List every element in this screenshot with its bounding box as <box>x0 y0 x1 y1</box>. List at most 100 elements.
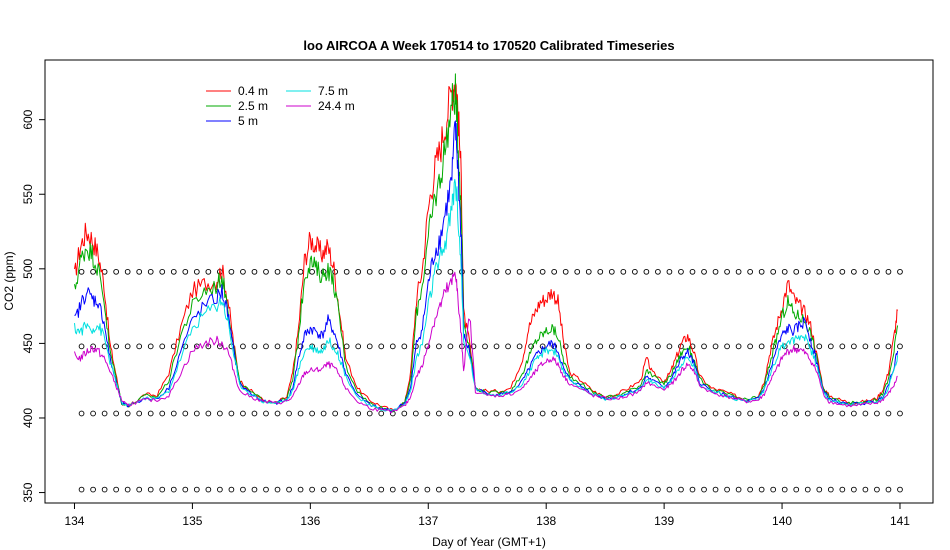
calibration-marker <box>343 410 350 417</box>
calibration-marker <box>551 410 558 417</box>
calibration-marker <box>286 486 292 493</box>
calibration-marker <box>170 486 177 493</box>
calibration-marker <box>735 410 742 417</box>
calibration-marker <box>343 486 350 493</box>
calibration-marker <box>539 486 546 493</box>
calibration-marker <box>355 410 362 417</box>
calibration-marker <box>781 268 788 275</box>
calibration-marker <box>701 343 707 350</box>
calibration-marker <box>436 343 442 350</box>
calibration-marker <box>562 268 569 275</box>
calibration-marker <box>562 410 569 417</box>
calibration-marker <box>493 486 500 493</box>
calibration-marker <box>78 343 85 350</box>
calibration-marker <box>482 343 488 350</box>
calibration-marker <box>539 268 546 275</box>
calibration-marker <box>689 268 696 275</box>
legend-label: 2.5 m <box>238 99 268 113</box>
series-line-0-4-m <box>74 83 899 411</box>
calibration-marker <box>159 486 166 493</box>
calibration-marker <box>712 343 719 350</box>
calibration-marker <box>136 410 143 417</box>
calibration-marker <box>516 343 523 350</box>
calibration-marker <box>655 268 661 275</box>
calibration-marker <box>816 268 823 275</box>
calibration-marker <box>516 486 523 493</box>
calibration-marker <box>724 343 730 350</box>
calibration-marker <box>816 486 823 493</box>
calibration-marker <box>505 268 511 275</box>
calibration-marker <box>205 486 212 493</box>
calibration-marker <box>124 410 131 417</box>
calibration-marker <box>170 410 177 417</box>
calibration-marker <box>366 343 373 350</box>
y-tick-label: 600 <box>21 109 35 129</box>
calibration-marker <box>90 486 96 493</box>
calibration-marker <box>724 268 730 275</box>
legend-label: 0.4 m <box>238 84 268 98</box>
calibration-marker <box>240 486 246 493</box>
calibration-marker <box>597 410 604 417</box>
legend-label: 5 m <box>238 114 258 128</box>
calibration-marker <box>781 486 788 493</box>
calibration-marker <box>286 268 292 275</box>
calibration-marker <box>758 486 765 493</box>
calibration-marker <box>724 486 730 493</box>
calibration-marker <box>286 410 292 417</box>
calibration-marker <box>101 343 108 350</box>
calibration-marker <box>193 410 200 417</box>
calibration-marker <box>147 268 154 275</box>
calibration-marker <box>90 410 96 417</box>
calibration-marker <box>470 410 477 417</box>
calibration-marker <box>424 486 431 493</box>
calibration-marker <box>240 268 246 275</box>
calibration-marker <box>758 410 765 417</box>
calibration-marker <box>424 410 431 417</box>
calibration-marker <box>147 343 154 350</box>
calibration-marker <box>113 268 119 275</box>
calibration-marker <box>516 268 523 275</box>
calibration-marker <box>205 268 212 275</box>
calibration-marker <box>666 343 673 350</box>
calibration-marker <box>539 343 546 350</box>
calibration-marker <box>585 268 592 275</box>
calibration-marker <box>470 486 477 493</box>
calibration-marker <box>90 268 96 275</box>
series-line-24-4-m <box>74 271 898 414</box>
calibration-marker <box>228 410 235 417</box>
x-tick-label: 138 <box>536 514 556 528</box>
calibration-marker <box>678 268 684 275</box>
calibration-marker <box>632 268 638 275</box>
calibration-marker <box>885 343 892 350</box>
calibration-marker <box>101 410 108 417</box>
calibration-marker <box>447 343 454 350</box>
calibration-marker <box>332 410 339 417</box>
calibration-marker <box>263 268 269 275</box>
calibration-marker <box>689 486 696 493</box>
calibration-marker <box>320 486 327 493</box>
calibration-marker <box>632 486 638 493</box>
calibration-marker <box>689 410 696 417</box>
calibration-marker <box>747 486 753 493</box>
calibration-marker <box>608 268 615 275</box>
calibration-marker <box>355 343 362 350</box>
calibration-marker <box>897 268 903 275</box>
calibration-marker <box>735 343 742 350</box>
calibration-marker <box>436 486 442 493</box>
calibration-marker <box>78 486 85 493</box>
calibration-marker <box>793 486 800 493</box>
calibration-marker <box>839 410 846 417</box>
calibration-marker <box>389 486 396 493</box>
calibration-marker <box>378 343 385 350</box>
calibration-marker <box>274 486 281 493</box>
legend: 0.4 m2.5 m5 m 7.5 m24.4 m <box>206 84 355 128</box>
calibration-marker <box>136 268 143 275</box>
calibration-marker <box>781 410 788 417</box>
calibration-marker <box>655 410 661 417</box>
calibration-marker <box>505 343 511 350</box>
calibration-marker <box>770 268 777 275</box>
calibration-marker <box>78 268 85 275</box>
calibration-marker <box>793 268 800 275</box>
calibration-marker <box>597 486 604 493</box>
y-tick-label: 550 <box>21 184 35 204</box>
